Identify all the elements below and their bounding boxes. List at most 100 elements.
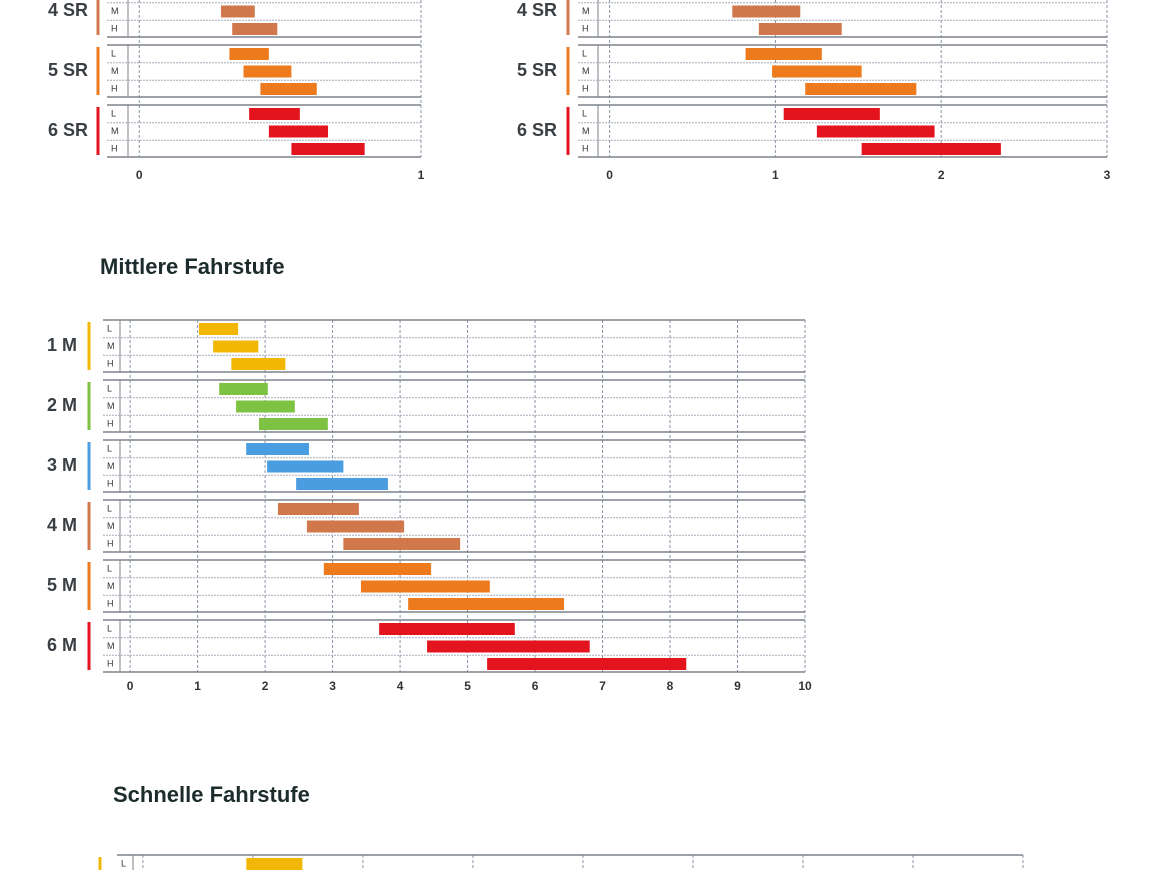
range-bar — [379, 623, 515, 635]
row-label: M — [111, 66, 119, 76]
row-label: L — [107, 623, 112, 633]
x-tick-label: 1 — [194, 679, 201, 693]
x-tick-label: 6 — [532, 679, 539, 693]
x-tick-label: 9 — [734, 679, 741, 693]
range-bar — [732, 5, 801, 18]
x-tick-label: 5 — [464, 679, 471, 693]
section-title: Mittlere Fahrstufe — [100, 254, 285, 279]
range-bar — [291, 143, 365, 155]
group-label: 6 M — [47, 635, 77, 655]
x-tick-label: 3 — [1104, 168, 1111, 182]
row-label: L — [107, 383, 112, 393]
row-label: H — [107, 478, 114, 488]
range-bar — [267, 460, 344, 473]
range-bar — [246, 443, 309, 455]
range-bar — [360, 580, 490, 593]
range-bar — [219, 383, 268, 395]
range-bar — [343, 538, 461, 550]
row-label: H — [107, 658, 114, 668]
x-tick-label: 0 — [136, 168, 143, 182]
range-bar — [229, 48, 269, 60]
range-bar — [306, 520, 405, 533]
range-bar — [805, 83, 917, 95]
group-label: 5 SR — [517, 60, 557, 80]
x-tick-label: 0 — [127, 679, 134, 693]
row-label: L — [107, 503, 112, 513]
row-label: L — [582, 48, 587, 58]
range-bar — [198, 323, 239, 335]
range-bar — [861, 143, 1001, 155]
row-label: M — [582, 6, 590, 16]
row-label: L — [107, 443, 112, 453]
x-tick-label: 0 — [606, 168, 613, 182]
range-bar — [772, 65, 862, 78]
range-bar — [246, 858, 303, 870]
row-label: H — [111, 23, 118, 33]
row-label: L — [111, 48, 116, 58]
x-tick-label: 2 — [262, 679, 269, 693]
range-bar — [783, 108, 880, 120]
range-bar — [213, 340, 259, 353]
x-tick-label: 1 — [418, 168, 425, 182]
section-title: Schnelle Fahrstufe — [113, 782, 310, 807]
range-bar — [231, 358, 286, 370]
range-bar — [236, 400, 295, 413]
range-bar — [427, 640, 590, 653]
row-label: H — [107, 418, 114, 428]
x-tick-label: 3 — [329, 679, 336, 693]
row-label: H — [111, 83, 118, 93]
group-label: 2 M — [47, 395, 77, 415]
group-label: 5 M — [47, 575, 77, 595]
range-bar — [249, 108, 300, 120]
range-bar — [487, 658, 687, 670]
x-tick-label: 1 — [772, 168, 779, 182]
range-bar — [243, 65, 292, 78]
row-label: L — [121, 858, 126, 868]
row-label: M — [107, 461, 115, 471]
row-label: H — [111, 143, 118, 153]
range-bar — [232, 23, 278, 35]
range-bar — [296, 478, 388, 490]
range-bar — [260, 83, 317, 95]
row-label: L — [582, 108, 587, 118]
row-label: H — [107, 598, 114, 608]
x-tick-label: 2 — [938, 168, 945, 182]
row-label: L — [107, 323, 112, 333]
row-label: M — [107, 401, 115, 411]
row-label: M — [107, 521, 115, 531]
group-label: 4 M — [47, 515, 77, 535]
row-label: M — [582, 126, 590, 136]
group-label: 3 M — [47, 455, 77, 475]
range-bar — [259, 418, 328, 430]
group-label: 4 SR — [517, 0, 557, 20]
range-bar — [408, 598, 565, 610]
row-label: L — [107, 563, 112, 573]
x-tick-label: 7 — [599, 679, 606, 693]
range-bar — [745, 48, 822, 60]
range-bar — [277, 503, 359, 515]
range-bar — [220, 5, 255, 18]
row-label: M — [111, 6, 119, 16]
x-tick-label: 8 — [667, 679, 674, 693]
range-bar — [323, 563, 432, 575]
row-label: M — [107, 341, 115, 351]
range-bar — [816, 125, 935, 138]
row-label: M — [107, 581, 115, 591]
row-label: L — [111, 108, 116, 118]
x-tick-label: 10 — [798, 679, 812, 693]
range-bar — [268, 125, 329, 138]
row-label: H — [107, 358, 114, 368]
group-label: 4 SR — [48, 0, 88, 20]
row-label: H — [107, 538, 114, 548]
group-label: 6 SR — [517, 120, 557, 140]
row-label: H — [582, 143, 589, 153]
row-label: M — [107, 641, 115, 651]
row-label: M — [582, 66, 590, 76]
row-label: M — [111, 126, 119, 136]
group-label: 5 SR — [48, 60, 88, 80]
range-bar — [758, 23, 842, 35]
row-label: H — [582, 83, 589, 93]
row-label: H — [582, 23, 589, 33]
